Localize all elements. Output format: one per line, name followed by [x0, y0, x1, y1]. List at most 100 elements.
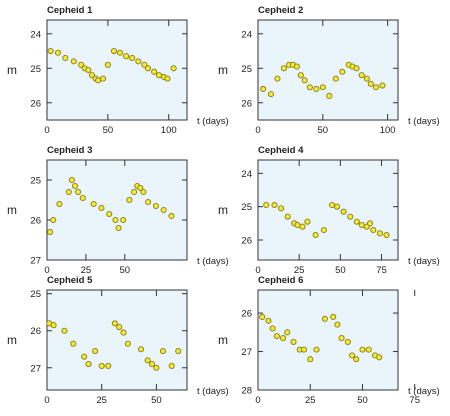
data-point: [358, 72, 365, 79]
y-axis-label: m: [218, 333, 228, 347]
data-point: [120, 329, 127, 336]
data-point: [71, 182, 79, 190]
x-tick-label: 25: [305, 395, 316, 406]
data-point: [290, 338, 297, 345]
y-tick-label: 24: [241, 29, 252, 40]
data-point: [98, 362, 105, 369]
data-point: [329, 201, 336, 209]
data-point: [306, 84, 313, 91]
data-point: [348, 352, 356, 359]
x-tick-label: 0: [255, 125, 260, 136]
data-point: [106, 210, 113, 218]
data-point: [61, 327, 68, 334]
data-point: [152, 202, 159, 210]
data-point: [273, 333, 280, 340]
data-point: [332, 75, 339, 82]
data-point: [68, 176, 75, 184]
data-point: [148, 361, 156, 368]
data-point: [98, 204, 105, 212]
x-tick-label: 0: [44, 265, 49, 276]
data-point: [79, 194, 86, 202]
y-axis-label: m: [218, 203, 228, 217]
data-point: [370, 226, 377, 234]
y-tick-label: 25: [30, 289, 41, 300]
data-point: [326, 92, 333, 99]
data-point: [164, 75, 171, 82]
data-point: [379, 82, 386, 89]
data-point: [141, 61, 148, 68]
x-axis-label: t (days): [408, 256, 440, 267]
data-point: [363, 75, 370, 82]
chart-panel-1: Cepheid 1 m t (days) 24 25 26 0 50 100: [7, 5, 229, 136]
data-point: [367, 80, 374, 87]
x-tick-label: 0: [255, 265, 260, 276]
plot-area: [257, 289, 399, 391]
data-point: [307, 356, 314, 363]
y-tick-label: 24: [30, 29, 41, 40]
data-point: [151, 68, 158, 75]
data-point: [160, 206, 167, 214]
data-point: [47, 228, 54, 236]
data-point: [105, 362, 112, 369]
y-tick-label: 25: [241, 202, 252, 213]
x-tick-label: 25: [81, 265, 92, 276]
x-axis-label: t (days): [197, 256, 229, 267]
data-point: [88, 72, 96, 79]
chart-title: Cepheid 1: [47, 5, 93, 16]
x-tick-label: 100: [380, 125, 396, 136]
data-point: [358, 221, 365, 229]
x-axis-label: t (days): [197, 116, 229, 127]
y-tick-label: 25: [30, 176, 41, 187]
plot-area: [257, 19, 399, 121]
data-point: [85, 66, 92, 74]
data-point: [129, 54, 136, 61]
data-point: [70, 340, 77, 347]
data-point: [280, 335, 287, 342]
chart-title: Cepheid 2: [258, 5, 303, 16]
data-point: [120, 216, 127, 224]
data-point: [353, 356, 360, 363]
y-tick-label: 24: [241, 169, 252, 180]
y-tick-label: 25: [30, 64, 41, 75]
x-axis-label: t (days): [408, 386, 440, 397]
data-point: [138, 346, 145, 353]
y-tick-label: 26: [30, 98, 41, 109]
y-tick-label: 25: [241, 64, 252, 75]
data-point: [155, 72, 163, 79]
data-point: [267, 91, 275, 98]
data-point: [376, 230, 383, 237]
data-point: [299, 223, 306, 230]
data-point: [110, 47, 118, 55]
x-tick-label: 25: [96, 395, 107, 406]
x-tick-label: 50: [119, 265, 130, 276]
data-point: [111, 320, 118, 327]
data-point: [263, 201, 270, 209]
data-point: [313, 346, 320, 353]
data-point: [144, 65, 152, 72]
x-tick-label: 50: [357, 395, 368, 406]
data-point: [259, 313, 266, 320]
data-point: [297, 72, 304, 79]
y-axis-label: m: [7, 333, 17, 347]
data-point: [320, 226, 327, 234]
data-point: [92, 348, 99, 355]
data-point: [153, 364, 160, 371]
data-point: [65, 188, 72, 196]
data-point: [159, 348, 166, 355]
data-point: [340, 208, 347, 215]
data-point: [274, 75, 281, 82]
data-point: [47, 47, 54, 55]
data-point: [99, 75, 107, 82]
y-tick-label: 27: [30, 256, 41, 267]
data-point: [293, 63, 300, 70]
data-point: [56, 200, 63, 208]
data-point: [334, 321, 341, 328]
data-point: [313, 85, 320, 93]
y-axis-label: m: [7, 203, 17, 217]
data-point: [383, 231, 390, 239]
data-point: [334, 203, 341, 210]
data-point: [330, 313, 337, 320]
x-tick-label: 25: [294, 265, 305, 276]
chart-title: Cepheid 5: [47, 275, 93, 286]
data-point: [144, 357, 151, 364]
